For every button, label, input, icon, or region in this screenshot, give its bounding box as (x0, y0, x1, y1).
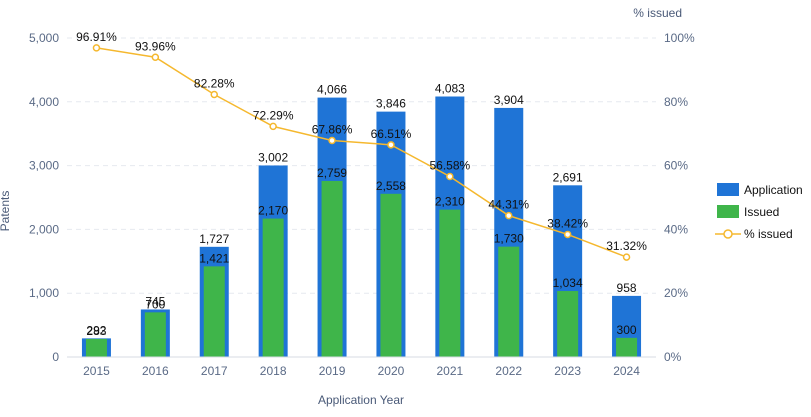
x-tick-label: 2018 (260, 364, 287, 378)
issued-bar (321, 180, 343, 357)
y2-tick-label: 20% (664, 286, 688, 300)
application-value-label: 3,846 (376, 97, 406, 111)
legend-label-pct-issued: % issued (744, 227, 793, 241)
issued-bar (85, 338, 107, 357)
issued-bar (262, 218, 284, 357)
x-tick-label: 2016 (142, 364, 169, 378)
pct-line (92, 44, 631, 261)
pct-issued-value-label: 66.51% (371, 127, 412, 141)
issued-bar (439, 209, 461, 357)
x-tick-label: 2024 (613, 364, 640, 378)
pct-issued-line (96, 47, 627, 258)
legend-label-issued: Issued (744, 205, 779, 219)
issued-bar (380, 193, 402, 357)
pct-issued-point (622, 253, 631, 261)
issued-value-label: 1,730 (494, 232, 524, 246)
y-axis-title: Patents (0, 191, 12, 232)
pct-issued-value-label: 93.96% (135, 39, 176, 53)
x-tick-label: 2021 (436, 364, 463, 378)
pct-issued-value-label: 44.31% (488, 198, 529, 212)
y2-tick-label: 80% (664, 95, 688, 109)
pct-issued-point (446, 172, 454, 181)
y2-tick-label: 60% (664, 159, 688, 173)
application-value-label: 3,904 (494, 93, 524, 107)
axes: Application Year Patents % issued 0 1,000… (0, 6, 695, 407)
issued-bar (498, 246, 520, 357)
pct-issued-point (387, 141, 395, 149)
issued-value-label: 2,759 (317, 166, 347, 180)
x-tick-label: 2017 (201, 364, 228, 378)
application-value-label: 3,002 (258, 150, 288, 164)
application-value-label: 958 (617, 281, 637, 295)
pct-issued-point (151, 53, 160, 62)
y-tick-label: 3,000 (29, 159, 59, 173)
issued-value-label: 283 (86, 324, 106, 338)
x-tick-label: 2015 (83, 364, 110, 378)
pct-issued-point (328, 136, 336, 145)
issued-bar (557, 291, 579, 357)
issued-value-label: 2,558 (376, 179, 406, 193)
y2-axis-title: % issued (633, 6, 682, 20)
issued-value-label: 1,421 (199, 251, 229, 265)
application-value-label: 4,066 (317, 83, 347, 97)
x-tick-label: 2020 (378, 364, 405, 378)
pct-issued-value-label: 72.29% (253, 108, 294, 122)
y-tick-label: 0 (52, 350, 59, 364)
issued-value-label: 1,034 (553, 276, 583, 290)
application-value-label: 1,727 (199, 232, 229, 246)
bars (81, 96, 642, 357)
legend: Application Issued % issued (715, 183, 803, 241)
x-tick-label: 2023 (554, 364, 581, 378)
pct-issued-value-label: 82.28% (194, 77, 235, 91)
pct-issued-value-label: 67.86% (312, 123, 353, 137)
legend-label-application: Application (744, 183, 803, 197)
x-tick-label: 2019 (319, 364, 346, 378)
pct-issued-point (269, 122, 277, 131)
pct-issued-value-label: 56.58% (429, 159, 470, 173)
y2-tick-label: 0% (664, 350, 682, 364)
pct-issued-point (563, 230, 572, 239)
application-value-label: 4,083 (435, 82, 465, 96)
y-tick-label: 4,000 (29, 95, 59, 109)
legend-marker-pct-issued (723, 229, 733, 239)
x-axis-title: Application Year (318, 393, 404, 407)
pct-issued-value-label: 38.42% (547, 216, 588, 230)
issued-value-label: 300 (617, 323, 637, 337)
application-value-label: 745 (145, 294, 165, 308)
pct-issued-point (210, 90, 218, 99)
y2-tick-label: 40% (664, 222, 688, 236)
issued-bar (616, 337, 638, 357)
y-tick-label: 1,000 (29, 286, 59, 300)
issued-bar (203, 266, 225, 357)
legend-swatch-issued (717, 205, 739, 218)
issued-value-label: 700 (145, 297, 165, 311)
x-tick-label: 2022 (495, 364, 522, 378)
y2-tick-label: 100% (664, 31, 695, 45)
pct-issued-point (505, 211, 513, 220)
y-tick-label: 2,000 (29, 222, 59, 236)
issued-value-label: 2,310 (435, 195, 465, 209)
issued-value-label: 2,170 (258, 204, 288, 218)
application-value-label: 2,691 (553, 170, 583, 184)
application-value-label: 292 (86, 323, 106, 337)
y-tick-label: 5,000 (29, 31, 59, 45)
pct-issued-value-label: 31.32% (606, 239, 647, 253)
pct-issued-point (92, 44, 101, 52)
pct-issued-value-label: 96.91% (76, 30, 117, 44)
issued-bar (144, 312, 166, 357)
legend-swatch-application (717, 183, 739, 196)
